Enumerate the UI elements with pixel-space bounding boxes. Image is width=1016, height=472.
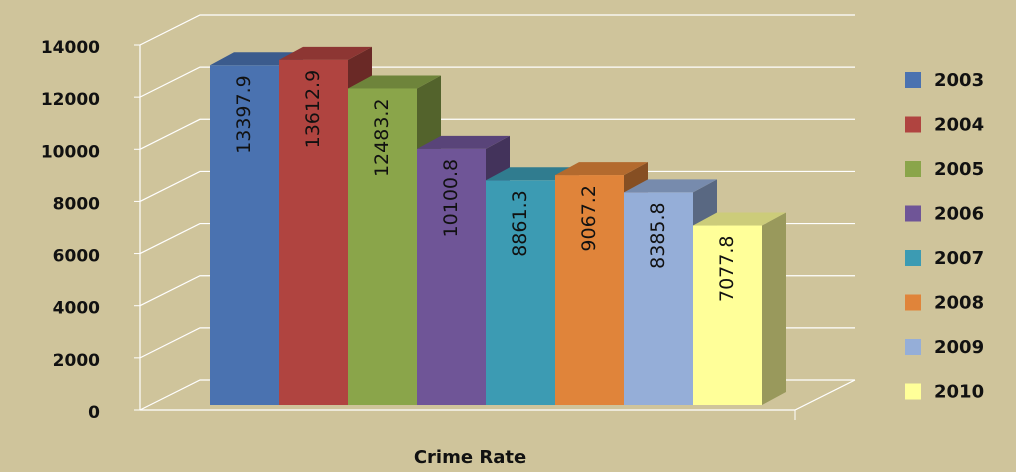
bar-top — [348, 75, 441, 89]
legend-swatch — [905, 250, 921, 266]
y-tick-label: 10000 — [41, 142, 100, 162]
bar — [486, 180, 555, 405]
legend-swatch — [905, 383, 921, 400]
value-label: 13612.9 — [302, 70, 324, 149]
value-label: 8385.8 — [647, 202, 669, 268]
y-tick-label: 8000 — [53, 194, 100, 214]
value-label: 8861.3 — [509, 190, 531, 256]
legend-label: 2004 — [934, 115, 984, 136]
grid-line — [139, 66, 855, 98]
bar-top — [555, 162, 648, 176]
bar-top — [624, 179, 717, 193]
legend-label: 2010 — [934, 382, 984, 403]
value-label: 7077.8 — [716, 236, 738, 302]
x-tick-label: Crime Rate — [414, 447, 526, 468]
bar — [210, 65, 279, 406]
legend-label: 2008 — [934, 293, 984, 314]
legend-swatch — [905, 72, 921, 88]
legend-swatch — [905, 205, 921, 222]
y-tick-label: 6000 — [53, 247, 100, 267]
y-tick-label: 4000 — [53, 299, 100, 319]
y-tick-label: 2000 — [53, 351, 100, 371]
bar — [279, 59, 348, 406]
grid-line — [139, 14, 855, 46]
legend-swatch — [905, 116, 921, 133]
grid-line — [139, 118, 855, 150]
legend-swatch — [905, 294, 921, 311]
bar — [555, 175, 624, 405]
bar — [624, 192, 693, 405]
legend-label: 2003 — [934, 70, 984, 91]
bar-side — [762, 212, 786, 405]
y-tick-label: 14000 — [41, 38, 100, 58]
bar — [693, 225, 762, 405]
y-tick-label: 0 — [88, 403, 100, 423]
y-tick-label: 12000 — [41, 90, 100, 110]
legend-swatch — [905, 339, 921, 355]
legend-label: 2009 — [934, 337, 984, 358]
value-label: 9067.2 — [578, 185, 600, 251]
bar-top — [417, 135, 510, 149]
value-label: 13397.9 — [233, 75, 255, 154]
value-label: 12483.2 — [371, 98, 393, 177]
bar-top — [693, 212, 786, 226]
bar — [348, 88, 417, 405]
value-label: 10100.8 — [440, 159, 462, 238]
legend-label: 2005 — [934, 159, 984, 180]
legend-label: 2007 — [934, 248, 984, 269]
legend-swatch — [905, 161, 921, 177]
bar — [417, 148, 486, 406]
bar-top — [279, 46, 372, 60]
legend-label: 2006 — [934, 204, 984, 225]
